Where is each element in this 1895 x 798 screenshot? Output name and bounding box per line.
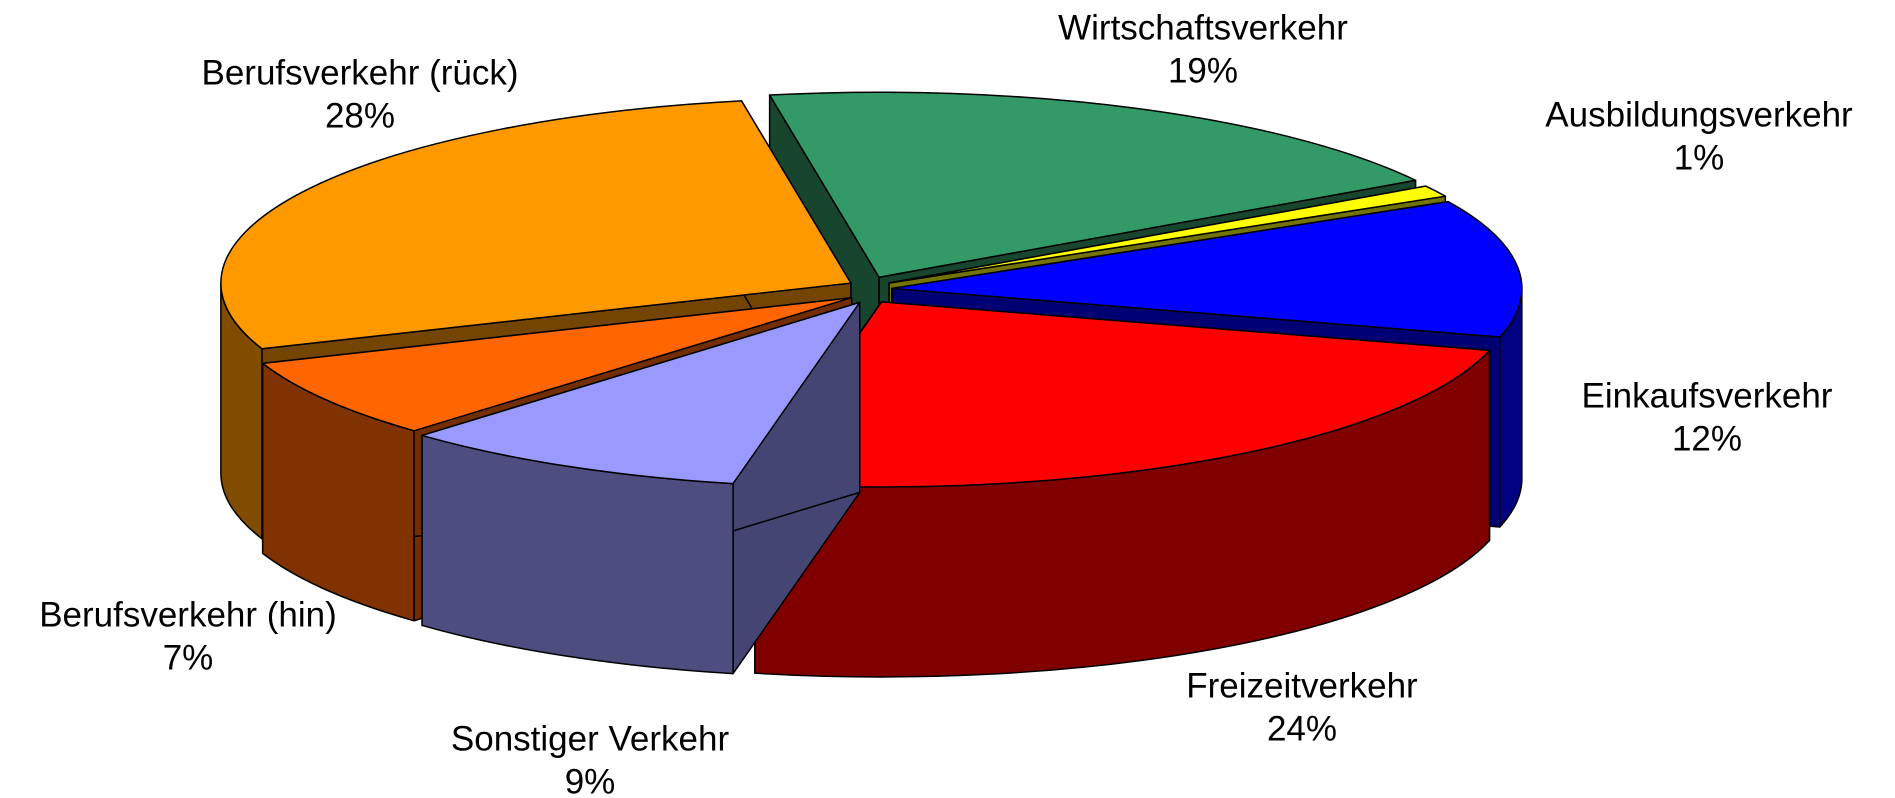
slice xyxy=(421,301,861,675)
slice-value-label: 12% xyxy=(1672,419,1742,458)
slice-value-label: 19% xyxy=(1168,51,1238,90)
slice-top xyxy=(891,200,1523,338)
slice-label: Wirtschaftsverkehr xyxy=(1058,8,1348,47)
slice-value-label: 24% xyxy=(1267,709,1337,748)
slice-label: Ausbildungsverkehr xyxy=(1545,95,1853,134)
slice-label: Einkaufsverkehr xyxy=(1582,376,1833,415)
slice-top xyxy=(220,100,852,350)
slice-label: Freizeitverkehr xyxy=(1186,666,1418,705)
slice-top xyxy=(421,301,861,485)
slice xyxy=(754,301,1491,678)
slice-top xyxy=(888,185,1447,284)
slice-top xyxy=(261,296,853,432)
slice-top xyxy=(768,91,1417,278)
slice-value-label: 7% xyxy=(163,638,214,677)
slice-value-label: 1% xyxy=(1674,138,1725,177)
slice-value-label: 28% xyxy=(325,96,395,135)
slice-top xyxy=(754,301,1491,488)
slice-value-label: 9% xyxy=(565,762,616,798)
slice-label: Berufsverkehr (rück) xyxy=(201,53,518,92)
slice-label: Sonstiger Verkehr xyxy=(451,719,730,758)
slice-label: Berufsverkehr (hin) xyxy=(39,595,337,634)
